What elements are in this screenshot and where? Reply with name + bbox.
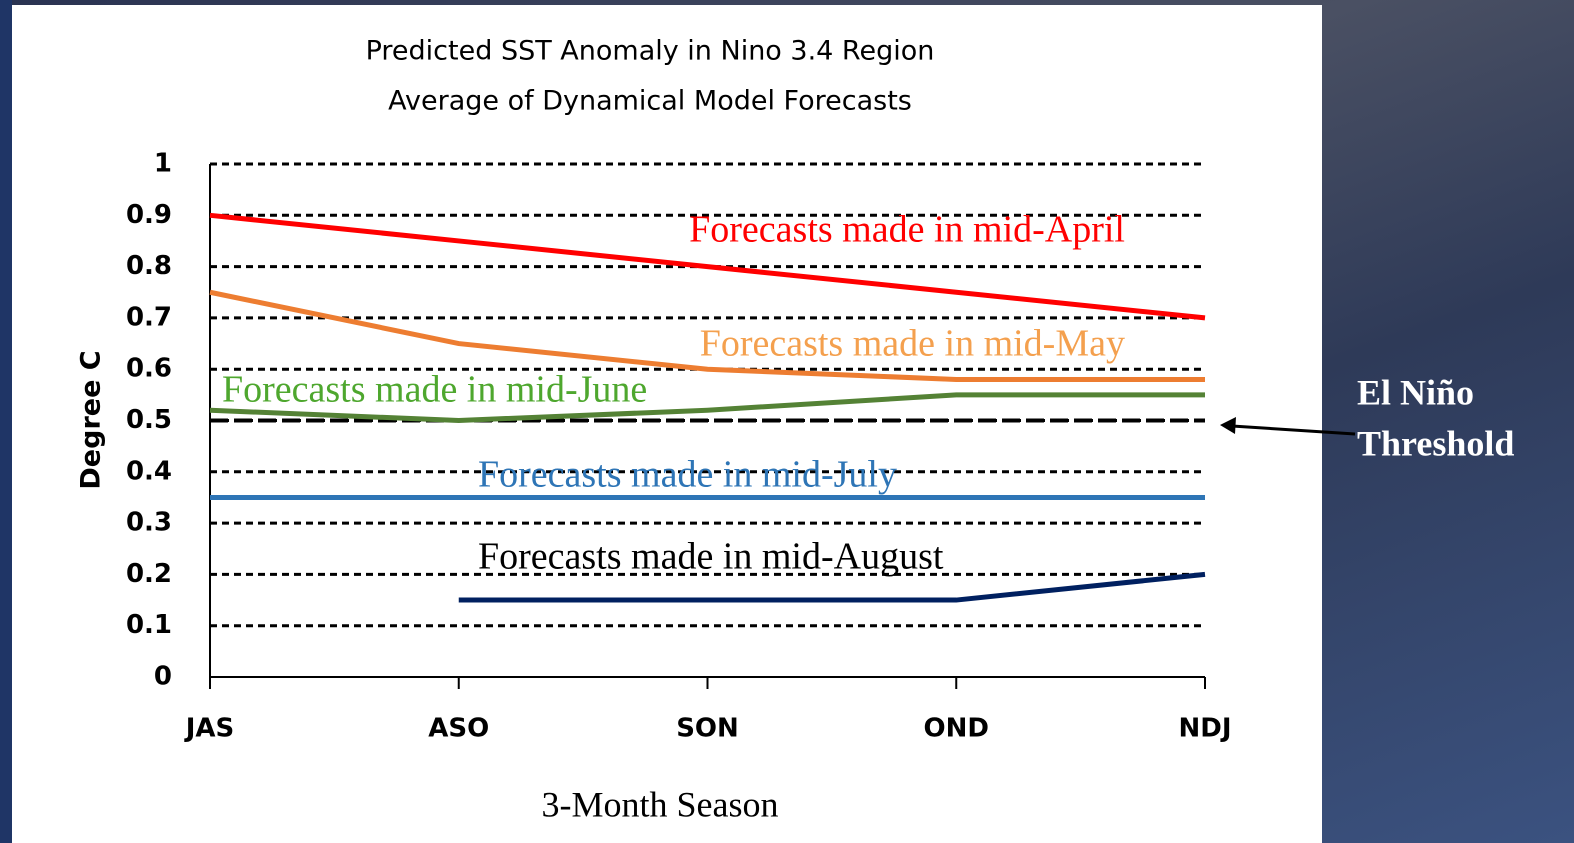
chart-subtitle: Average of Dynamical Model Forecasts: [388, 86, 912, 117]
y-tick-label: 0.6: [126, 354, 172, 384]
chart: Predicted SST Anomaly in Nino 3.4 Region…: [0, 0, 1574, 843]
x-tick-label: ASO: [428, 714, 489, 744]
series-label: Forecasts made in mid-July: [478, 454, 897, 496]
x-tick-label: NDJ: [1178, 714, 1231, 744]
x-tick-label: JAS: [184, 714, 235, 744]
series-label: Forecasts made in mid-May: [700, 323, 1125, 365]
y-tick-label: 0: [154, 662, 172, 692]
y-axis-label: Degree C: [76, 350, 107, 489]
series-label: Forecasts made in mid-August: [478, 536, 944, 578]
x-tick-label: SON: [676, 714, 739, 744]
y-tick-label: 0.1: [126, 610, 172, 640]
chart-title: Predicted SST Anomaly in Nino 3.4 Region: [366, 36, 935, 67]
y-tick-label: 0.9: [126, 200, 172, 230]
y-tick-label: 0.4: [126, 456, 172, 486]
y-tick-label: 0.5: [126, 405, 172, 435]
series-label: Forecasts made in mid-April: [689, 209, 1125, 251]
page: Predicted SST Anomaly in Nino 3.4 Region…: [0, 0, 1574, 843]
y-tick-label: 0.8: [126, 251, 172, 281]
x-axis-label: 3-Month Season: [542, 784, 779, 824]
y-tick-label: 0.3: [126, 508, 172, 538]
left-strip: [0, 0, 12, 843]
threshold-label: El Niño: [1357, 372, 1474, 412]
series-label: Forecasts made in mid-June: [222, 369, 647, 411]
x-tick-label: OND: [924, 714, 989, 744]
y-tick-label: 0.2: [126, 559, 172, 589]
y-tick-label: 1: [154, 149, 172, 179]
y-tick-label: 0.7: [126, 302, 172, 332]
threshold-label: Threshold: [1357, 423, 1514, 463]
